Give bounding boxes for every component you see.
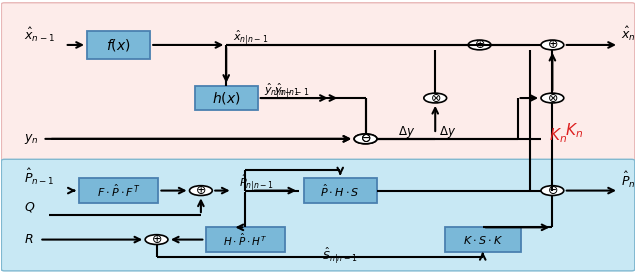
- Text: $\otimes$: $\otimes$: [429, 92, 441, 104]
- FancyBboxPatch shape: [79, 178, 158, 203]
- Circle shape: [354, 134, 377, 144]
- Circle shape: [424, 93, 447, 103]
- Text: $\Delta y$: $\Delta y$: [438, 124, 456, 140]
- Circle shape: [541, 93, 564, 103]
- Text: $\ominus$: $\ominus$: [360, 132, 371, 145]
- Text: $\hat{P} \cdot H \cdot S$: $\hat{P} \cdot H \cdot S$: [321, 182, 360, 199]
- FancyBboxPatch shape: [1, 159, 635, 271]
- FancyBboxPatch shape: [304, 178, 376, 203]
- Text: $K_n$: $K_n$: [565, 121, 583, 140]
- Text: $H \cdot \hat{P} \cdot H^T$: $H \cdot \hat{P} \cdot H^T$: [223, 232, 268, 248]
- Text: $\hat{S}_{n|n-1}$: $\hat{S}_{n|n-1}$: [323, 246, 358, 266]
- Text: $\hat{P}_{n-1}$: $\hat{P}_{n-1}$: [24, 167, 54, 187]
- Text: $\ominus$: $\ominus$: [547, 184, 558, 197]
- Text: $\oplus$: $\oplus$: [195, 184, 207, 197]
- Text: $\oplus$: $\oplus$: [151, 233, 162, 246]
- FancyBboxPatch shape: [205, 227, 285, 252]
- FancyBboxPatch shape: [445, 227, 521, 252]
- Text: $\hat{y}_{n|n-1}$: $\hat{y}_{n|n-1}$: [264, 82, 300, 100]
- Circle shape: [145, 235, 168, 244]
- Text: $\ominus$: $\ominus$: [360, 132, 371, 145]
- Circle shape: [468, 40, 491, 50]
- Text: $f(x)$: $f(x)$: [106, 37, 131, 53]
- Text: $\Delta y$: $\Delta y$: [397, 124, 415, 140]
- Text: $K_n$: $K_n$: [549, 127, 567, 145]
- Text: $K \cdot S \cdot K$: $K \cdot S \cdot K$: [463, 233, 503, 246]
- Text: $\hat{y}_{n|n-1}$: $\hat{y}_{n|n-1}$: [274, 82, 309, 100]
- Text: $h(x)$: $h(x)$: [212, 90, 241, 106]
- Text: $Q$: $Q$: [24, 200, 35, 214]
- Text: $\hat{x}_n$: $\hat{x}_n$: [621, 25, 636, 43]
- Text: $\oplus$: $\oplus$: [547, 39, 558, 51]
- FancyBboxPatch shape: [87, 31, 150, 59]
- Circle shape: [541, 186, 564, 196]
- Text: $\otimes$: $\otimes$: [547, 92, 558, 104]
- Text: $R$: $R$: [24, 233, 33, 246]
- Text: $F \cdot \hat{P} \cdot F^T$: $F \cdot \hat{P} \cdot F^T$: [97, 182, 140, 199]
- FancyBboxPatch shape: [1, 3, 635, 162]
- Text: $\oplus$: $\oplus$: [474, 39, 485, 51]
- Text: $\hat{P}_n$: $\hat{P}_n$: [621, 170, 636, 190]
- Text: $y_n$: $y_n$: [24, 132, 38, 146]
- Circle shape: [189, 186, 212, 196]
- Circle shape: [541, 40, 564, 50]
- Circle shape: [354, 134, 377, 144]
- FancyBboxPatch shape: [195, 86, 258, 110]
- Text: $\hat{x}_{n|n-1}$: $\hat{x}_{n|n-1}$: [232, 29, 268, 47]
- Text: $\hat{x}_{n-1}$: $\hat{x}_{n-1}$: [24, 26, 54, 45]
- Text: $\hat{P}_{n|n-1}$: $\hat{P}_{n|n-1}$: [239, 173, 274, 193]
